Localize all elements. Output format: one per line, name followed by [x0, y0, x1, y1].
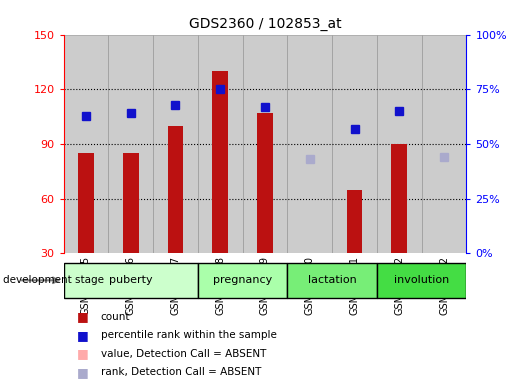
Bar: [108, 35, 153, 253]
Bar: [257, 113, 273, 253]
Bar: [123, 153, 138, 253]
Text: lactation: lactation: [308, 275, 357, 285]
Bar: [377, 35, 422, 253]
Text: involution: involution: [394, 275, 449, 285]
Text: ■: ■: [77, 329, 89, 342]
Text: ■: ■: [77, 310, 89, 323]
Bar: [422, 35, 466, 253]
Bar: [302, 253, 317, 255]
Bar: [377, 263, 466, 298]
Bar: [153, 35, 198, 253]
Text: ■: ■: [77, 366, 89, 379]
Bar: [64, 263, 198, 298]
Bar: [287, 263, 377, 298]
Bar: [198, 35, 243, 253]
Text: pregnancy: pregnancy: [213, 275, 272, 285]
Bar: [436, 253, 452, 255]
Bar: [347, 190, 363, 253]
Bar: [392, 144, 407, 253]
Text: puberty: puberty: [109, 275, 153, 285]
Bar: [64, 35, 108, 253]
Bar: [198, 263, 287, 298]
Text: percentile rank within the sample: percentile rank within the sample: [101, 330, 277, 340]
Text: count: count: [101, 312, 130, 322]
Bar: [332, 35, 377, 253]
Title: GDS2360 / 102853_at: GDS2360 / 102853_at: [189, 17, 341, 31]
Text: value, Detection Call = ABSENT: value, Detection Call = ABSENT: [101, 349, 266, 359]
Text: rank, Detection Call = ABSENT: rank, Detection Call = ABSENT: [101, 367, 261, 377]
Bar: [243, 35, 287, 253]
Bar: [167, 126, 183, 253]
Bar: [213, 71, 228, 253]
Text: development stage: development stage: [3, 275, 104, 285]
Bar: [78, 153, 94, 253]
Text: ■: ■: [77, 347, 89, 360]
Bar: [287, 35, 332, 253]
